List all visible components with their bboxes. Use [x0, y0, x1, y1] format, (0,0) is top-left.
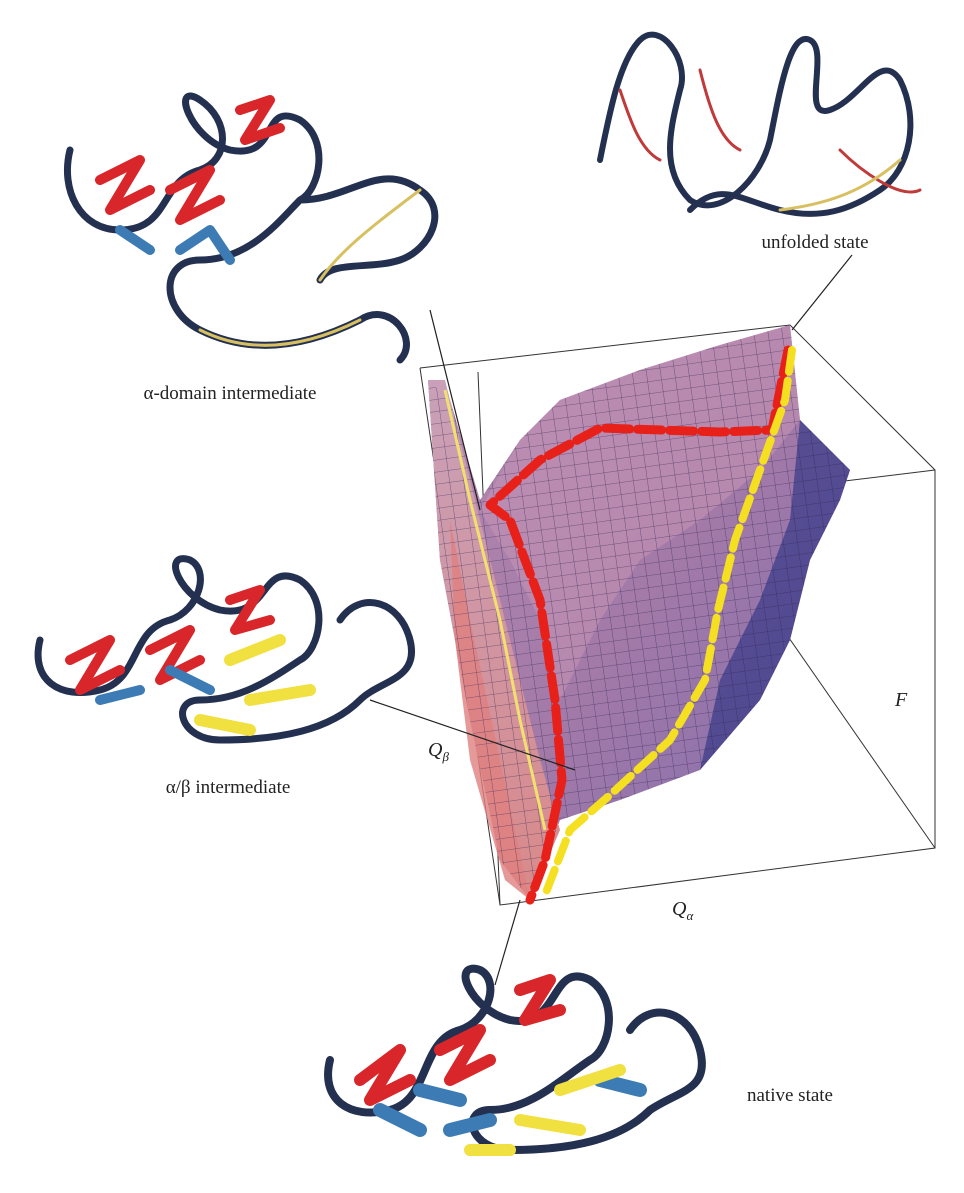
folding-landscape-figure: unfolded state α-domain intermediate α/β…	[0, 0, 964, 1193]
f-label: F	[894, 689, 908, 711]
protein-alpha-domain	[67, 96, 434, 360]
q-beta-symbol: Q	[428, 739, 443, 761]
unfolded-label: unfolded state	[761, 232, 868, 253]
protein-native	[328, 969, 702, 1150]
alpha-beta-label: α/β intermediate	[166, 777, 291, 798]
protein-alpha-beta	[38, 559, 412, 740]
page: {"labels": {"unfolded": "unfolded state"…	[0, 0, 964, 1193]
q-beta-label: Qβ	[428, 739, 449, 764]
q-alpha-subscript: α	[686, 908, 694, 923]
energy-surface	[428, 325, 850, 900]
q-alpha-label: Qα	[672, 898, 694, 923]
q-beta-subscript: β	[441, 749, 449, 764]
protein-unfolded	[600, 35, 920, 214]
alpha-domain-label: α-domain intermediate	[144, 383, 317, 404]
native-label: native state	[747, 1085, 833, 1106]
q-alpha-symbol: Q	[672, 898, 687, 920]
